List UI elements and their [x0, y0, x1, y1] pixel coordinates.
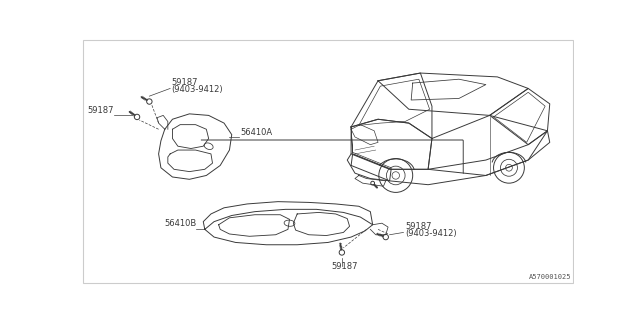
- Text: A570001025: A570001025: [529, 274, 572, 280]
- Text: (9403-9412): (9403-9412): [171, 85, 223, 94]
- Text: 56410B: 56410B: [164, 219, 197, 228]
- Text: 59187: 59187: [332, 262, 358, 271]
- Text: (9403-9412): (9403-9412): [405, 229, 456, 238]
- Text: 56410A: 56410A: [240, 128, 273, 137]
- Text: 59187: 59187: [88, 106, 115, 115]
- Text: 59187: 59187: [405, 222, 431, 231]
- Text: 59187: 59187: [171, 77, 197, 87]
